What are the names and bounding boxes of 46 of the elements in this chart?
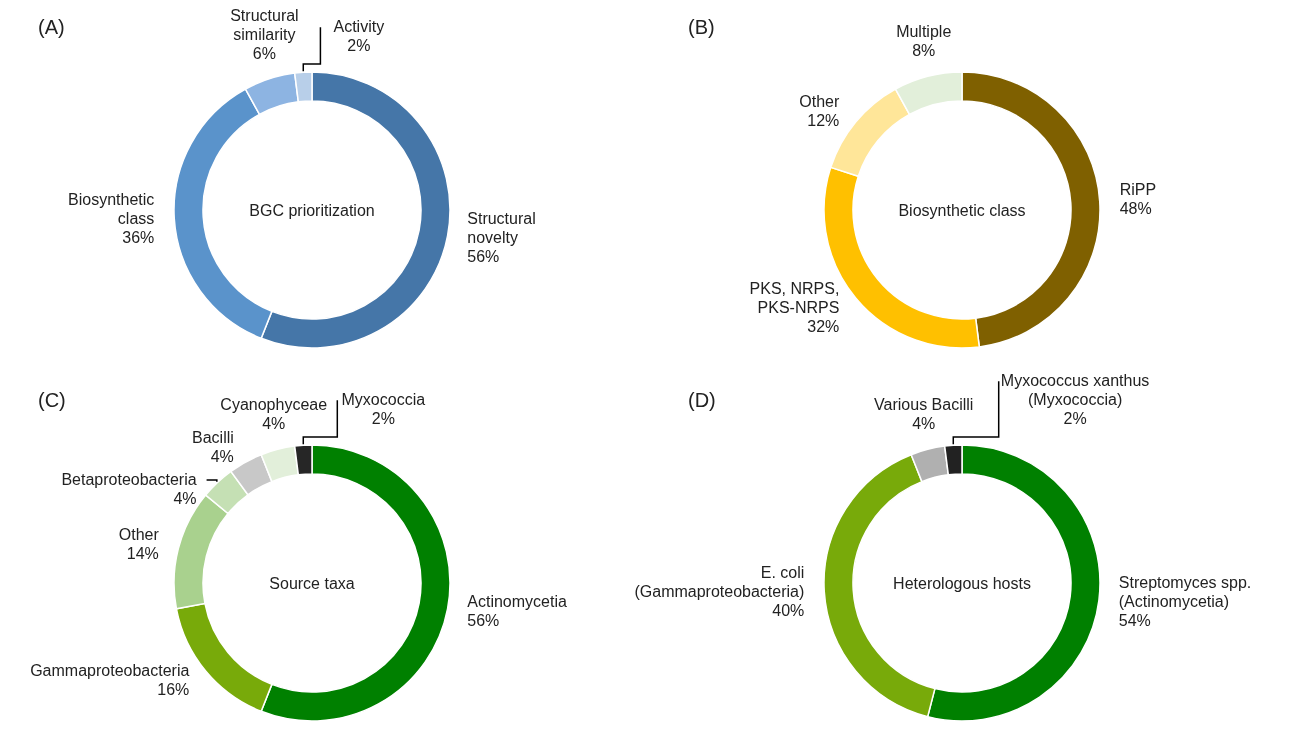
slice-label: RiPP <box>1119 181 1157 199</box>
data-label: 40% <box>772 602 805 620</box>
slice-label: Streptomyces spp. (Actinomycetia) <box>1118 573 1252 610</box>
slice-label: Actinomycetia <box>467 592 567 610</box>
data-label: 4% <box>912 414 936 432</box>
slice-label: Structural similarity <box>230 6 299 43</box>
data-label: 2% <box>371 410 395 428</box>
slice-label: Myxococcus xanthus (Myxococcia) <box>1000 372 1150 409</box>
data-label: 56% <box>467 611 500 629</box>
chart-title: (C) <box>38 389 66 411</box>
slice-label: PKS, NRPS, PKS-NRPS <box>749 279 840 316</box>
slice-label: Myxococcia <box>341 391 426 409</box>
text: BGC prioritization <box>249 202 375 219</box>
slice-label: E. coli (Gammaproteobacteria) <box>634 564 805 601</box>
slice-label: Betaproteobacteria <box>61 471 197 489</box>
slice-label: Biosynthetic class <box>68 191 155 228</box>
slice-label: Other <box>799 92 841 110</box>
data-label: 12% <box>807 111 840 129</box>
data-label: 6% <box>252 44 276 62</box>
data-label: 14% <box>126 544 159 562</box>
source-note: Source taxa <box>269 575 355 592</box>
chart-title: (A) <box>38 16 65 38</box>
slice-label: Cyanophyceae <box>220 395 328 413</box>
slice-label: Structural novelty <box>467 210 536 247</box>
text: (D) <box>688 389 716 411</box>
slice-label: Bacilli <box>192 429 234 447</box>
slice-label: Multiple <box>896 22 952 40</box>
slice-label: Gammaproteobacteria <box>30 662 190 680</box>
data-label: 8% <box>912 41 936 59</box>
data-label: 4% <box>262 414 286 432</box>
data-label: 48% <box>1119 200 1152 218</box>
data-label: 2% <box>1063 410 1087 428</box>
data-label: 56% <box>467 248 500 266</box>
chart-title: (B) <box>688 16 715 38</box>
data-label: 4% <box>210 448 234 466</box>
data-label: 54% <box>1118 611 1151 629</box>
data-label: 36% <box>122 229 155 247</box>
slice-label: Other <box>118 525 160 543</box>
slice-label: Various Bacilli <box>874 395 974 413</box>
data-label: 16% <box>157 681 190 699</box>
data-label: 32% <box>807 317 840 335</box>
text: Biosynthetic class <box>898 202 1026 219</box>
data-label: 2% <box>347 37 371 55</box>
data-label: 4% <box>173 490 197 508</box>
slice-label: Activity <box>333 18 385 36</box>
text: Heterologous hosts <box>893 575 1031 592</box>
